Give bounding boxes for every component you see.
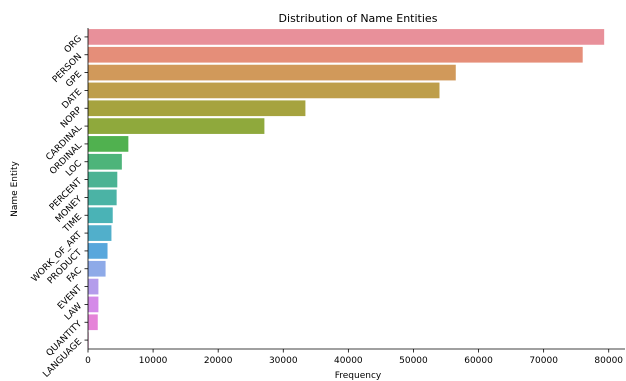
bar-date: [88, 82, 440, 99]
bar-time: [88, 207, 113, 224]
y-axis-label: Name Entity: [10, 160, 20, 216]
bar-quantity: [88, 314, 98, 331]
bar-percent: [88, 171, 118, 188]
bar-norp: [88, 100, 306, 117]
bar-work-of-art: [88, 225, 112, 241]
x-tick-label: 0: [85, 356, 91, 366]
y-tick-label: ORG: [63, 34, 84, 55]
x-tick-label: 40000: [334, 356, 363, 366]
bar-fac: [88, 260, 106, 277]
x-tick-label: 50000: [399, 356, 428, 366]
bars-group: [88, 29, 605, 348]
bar-org: [88, 29, 605, 45]
x-tick-labels: 0 10000 20000 30000 40000 50000 60000 70000 8000…: [85, 349, 623, 366]
x-tick-label: 30000: [269, 356, 298, 366]
bar-law: [88, 296, 99, 313]
bar-loc: [88, 153, 122, 170]
x-tick-label: 80000: [594, 356, 623, 366]
x-tick-label: 60000: [464, 356, 493, 366]
x-tick-label: 70000: [529, 356, 558, 366]
y-tick-label: NORP: [59, 105, 85, 131]
x-tick-label: 10000: [139, 356, 168, 366]
bar-money: [88, 189, 117, 206]
bar-gpe: [88, 64, 456, 81]
x-tick-label: 20000: [204, 356, 233, 366]
x-axis-label: Frequency: [335, 371, 382, 381]
y-tick-labels: ORGPERSONGPEDATENORPCARDINALORDINALLOCPE…: [30, 34, 88, 380]
bar-cardinal: [88, 118, 265, 134]
axes: [87, 28, 625, 350]
bar-event: [88, 278, 99, 295]
bar-ordinal: [88, 136, 129, 152]
chart-title: Distribution of Name Entities: [279, 12, 438, 25]
bar-product: [88, 243, 108, 259]
y-tick-label: DATE: [60, 87, 84, 111]
bar-person: [88, 46, 583, 63]
